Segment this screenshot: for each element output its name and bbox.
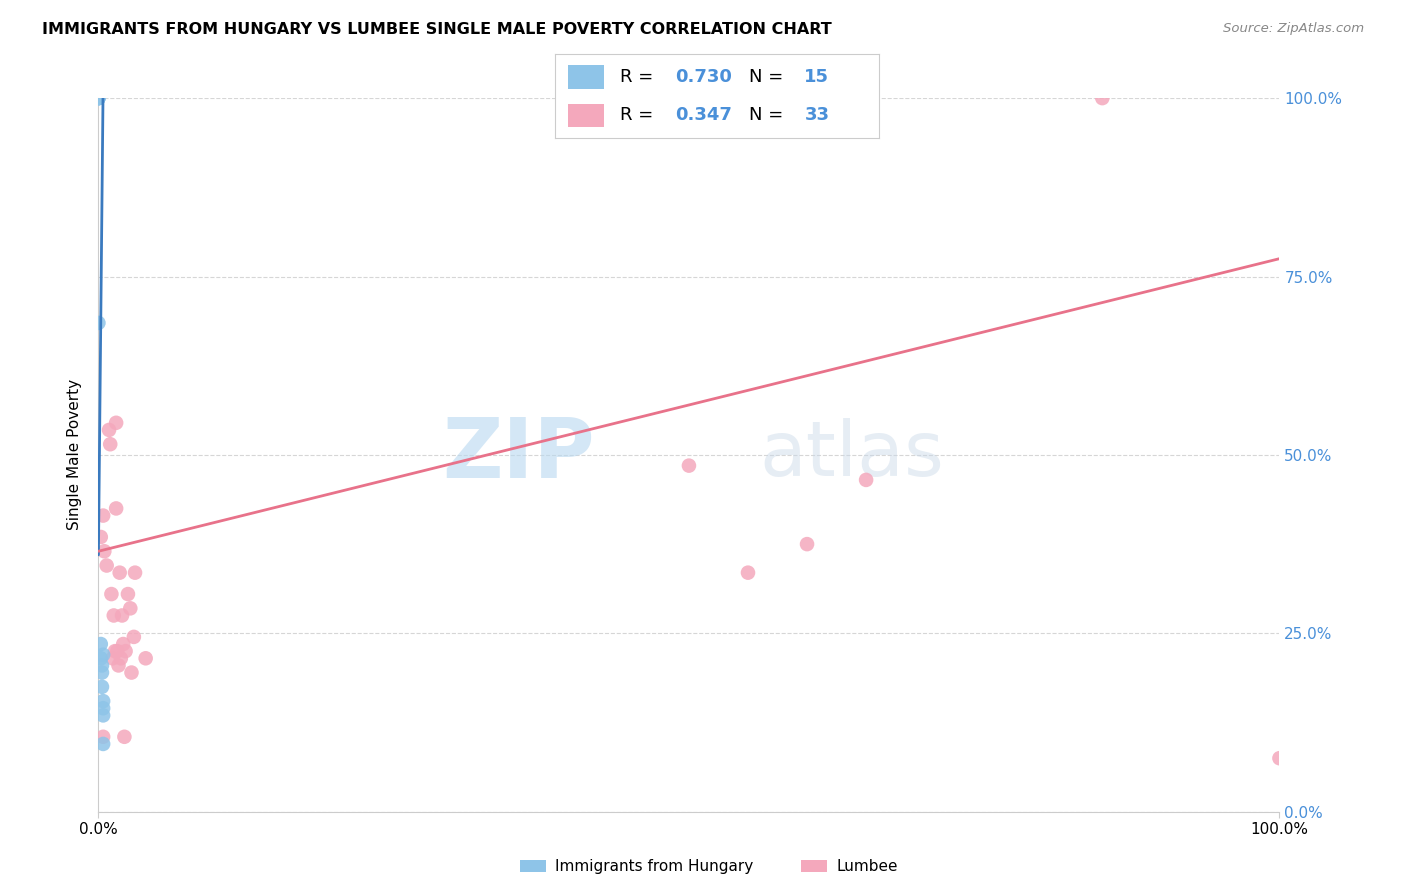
Text: atlas: atlas	[759, 418, 945, 491]
Point	[87, 91, 110, 105]
Text: N =: N =	[749, 105, 789, 123]
Point	[105, 416, 128, 430]
Text: 0.347: 0.347	[675, 105, 733, 123]
Y-axis label: Single Male Poverty: Single Male Poverty	[67, 379, 83, 531]
FancyBboxPatch shape	[568, 103, 605, 128]
Point	[91, 665, 114, 680]
Point	[737, 566, 759, 580]
Point	[1091, 91, 1114, 105]
Point	[103, 608, 125, 623]
Point	[93, 544, 115, 558]
Text: 0.730: 0.730	[675, 69, 733, 87]
Point	[135, 651, 157, 665]
Point	[101, 651, 124, 665]
Point	[91, 648, 114, 662]
Point	[112, 730, 135, 744]
Text: 33: 33	[804, 105, 830, 123]
Text: 15: 15	[804, 69, 830, 87]
Point	[114, 644, 136, 658]
Point	[91, 701, 114, 715]
Point	[91, 658, 114, 673]
Point	[122, 630, 145, 644]
Point	[112, 637, 135, 651]
FancyBboxPatch shape	[568, 65, 605, 89]
Text: N =: N =	[749, 69, 789, 87]
Point	[90, 530, 112, 544]
Point	[1268, 751, 1291, 765]
Point	[91, 737, 114, 751]
Point	[117, 587, 139, 601]
Text: Source: ZipAtlas.com: Source: ZipAtlas.com	[1223, 22, 1364, 36]
Point	[87, 91, 110, 105]
Point	[105, 501, 128, 516]
Point	[120, 601, 142, 615]
Text: R =: R =	[620, 69, 659, 87]
Text: Lumbee: Lumbee	[837, 859, 898, 873]
Point	[108, 566, 131, 580]
Point	[91, 708, 114, 723]
Point	[796, 537, 818, 551]
Point	[87, 91, 110, 105]
Point	[105, 644, 128, 658]
Point	[90, 637, 112, 651]
Point	[91, 694, 114, 708]
Point	[87, 91, 110, 105]
Text: R =: R =	[620, 105, 659, 123]
Point	[110, 651, 132, 665]
Point	[107, 658, 129, 673]
Point	[91, 680, 114, 694]
Text: ZIP: ZIP	[441, 415, 595, 495]
Point	[87, 316, 110, 330]
Point	[96, 558, 118, 573]
Text: IMMIGRANTS FROM HUNGARY VS LUMBEE SINGLE MALE POVERTY CORRELATION CHART: IMMIGRANTS FROM HUNGARY VS LUMBEE SINGLE…	[42, 22, 832, 37]
Point	[100, 587, 122, 601]
Point	[91, 730, 114, 744]
Point	[104, 644, 127, 658]
Point	[91, 508, 114, 523]
Point	[124, 566, 146, 580]
Point	[121, 665, 143, 680]
Point	[678, 458, 700, 473]
Text: Immigrants from Hungary: Immigrants from Hungary	[555, 859, 754, 873]
Point	[98, 423, 121, 437]
Point	[111, 608, 134, 623]
Point	[855, 473, 877, 487]
Point	[98, 437, 121, 451]
Point	[90, 651, 112, 665]
